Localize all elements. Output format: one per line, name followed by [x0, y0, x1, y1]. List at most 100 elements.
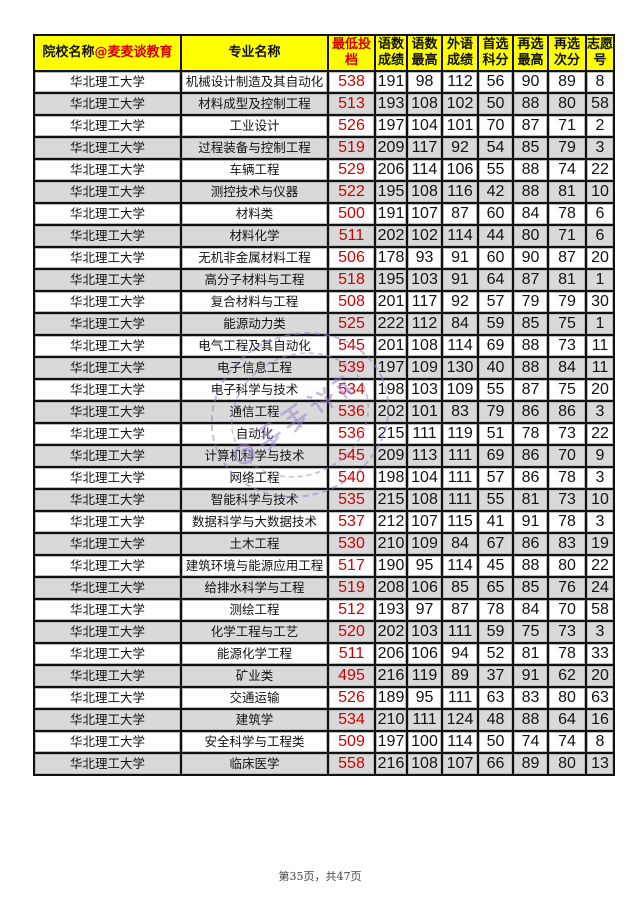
- cell-foreign: 109: [441, 378, 479, 402]
- cell-second-sub: 80: [547, 752, 587, 776]
- cell-cn-math: 178: [374, 246, 408, 270]
- cell-second-sub: 81: [547, 268, 587, 292]
- cell-min: 526: [327, 686, 376, 710]
- cell-major: 高分子材料与工程: [180, 268, 329, 292]
- table-row: 华北理工大学 网络工程 540 198 104 111 57 86 78 3: [33, 466, 615, 490]
- cell-choice-no: 24: [585, 576, 615, 600]
- cell-min: 534: [327, 378, 376, 402]
- cell-first-sub: 56: [477, 70, 514, 94]
- cell-cn-math: 193: [374, 92, 408, 116]
- cell-first-sub: 51: [477, 422, 514, 446]
- cell-first-sub: 69: [477, 444, 514, 468]
- cell-first-sub: 55: [477, 158, 514, 182]
- cell-cn-math-max: 104: [406, 114, 443, 138]
- table-row: 华北理工大学 计算机科学与技术 545 209 113 111 69 86 70 9: [33, 444, 615, 468]
- cell-major: 自动化: [180, 422, 329, 446]
- header-school: 院校名称@麦麦谈教育: [33, 34, 182, 72]
- cell-cn-math: 206: [374, 642, 408, 666]
- cell-foreign: 83: [441, 400, 479, 424]
- table-row: 华北理工大学 建筑学 534 210 111 124 48 88 64 16: [33, 708, 615, 732]
- cell-min: 512: [327, 598, 376, 622]
- cell-foreign: 101: [441, 114, 479, 138]
- cell-choice-no: 22: [585, 158, 615, 182]
- table-row: 华北理工大学 通信工程 536 202 101 83 79 86 86 3: [33, 400, 615, 424]
- cell-major: 材料类: [180, 202, 329, 226]
- cell-first-sub: 55: [477, 378, 514, 402]
- cell-min: 536: [327, 422, 376, 446]
- cell-second-max: 88: [512, 356, 549, 380]
- cell-first-sub: 55: [477, 488, 514, 512]
- header-foreign: 外语成绩: [441, 34, 479, 72]
- header-cn-math-max: 语数最高: [406, 34, 443, 72]
- cell-cn-math-max: 98: [406, 70, 443, 94]
- cell-choice-no: 33: [585, 642, 615, 666]
- page-footer: 第35页，共47页: [278, 870, 362, 883]
- cell-second-sub: 78: [547, 466, 587, 490]
- cell-foreign: 111: [441, 466, 479, 490]
- cell-foreign: 94: [441, 642, 479, 666]
- cell-school: 华北理工大学: [33, 312, 182, 336]
- cell-second-sub: 73: [547, 334, 587, 358]
- cell-foreign: 84: [441, 532, 479, 556]
- cell-school: 华北理工大学: [33, 356, 182, 380]
- cell-foreign: 130: [441, 356, 479, 380]
- cell-major: 材料化学: [180, 224, 329, 248]
- header-school-label: 院校名称: [42, 45, 95, 60]
- cell-foreign: 87: [441, 202, 479, 226]
- cell-choice-no: 58: [585, 92, 615, 116]
- cell-major: 测绘工程: [180, 598, 329, 622]
- cell-school: 华北理工大学: [33, 730, 182, 754]
- table-row: 华北理工大学 矿业类 495 216 119 89 37 91 62 20: [33, 664, 615, 688]
- cell-choice-no: 10: [585, 488, 615, 512]
- cell-min: 506: [327, 246, 376, 270]
- table-row: 华北理工大学 材料类 500 191 107 87 60 84 78 6: [33, 202, 615, 226]
- cell-second-max: 87: [512, 378, 549, 402]
- table-row: 华北理工大学 建筑环境与能源应用工程 517 190 95 114 45 88 80 22: [33, 554, 615, 578]
- cell-major: 无机非金属材料工程: [180, 246, 329, 270]
- header-choice-no: 志愿号: [585, 34, 615, 72]
- cell-cn-math: 206: [374, 158, 408, 182]
- cell-cn-math-max: 108: [406, 92, 443, 116]
- cell-choice-no: 19: [585, 532, 615, 556]
- cell-min: 540: [327, 466, 376, 490]
- cell-cn-math-max: 97: [406, 598, 443, 622]
- cell-choice-no: 9: [585, 444, 615, 468]
- cell-first-sub: 60: [477, 202, 514, 226]
- cell-min: 513: [327, 92, 376, 116]
- cell-major: 建筑学: [180, 708, 329, 732]
- cell-cn-math-max: 111: [406, 708, 443, 732]
- cell-second-sub: 79: [547, 290, 587, 314]
- cell-major: 测控技术与仪器: [180, 180, 329, 204]
- cell-foreign: 124: [441, 708, 479, 732]
- cell-min: 538: [327, 70, 376, 94]
- cell-major: 安全科学与工程类: [180, 730, 329, 754]
- cell-second-max: 86: [512, 532, 549, 556]
- cell-second-sub: 74: [547, 730, 587, 754]
- cell-first-sub: 59: [477, 620, 514, 644]
- cell-choice-no: 1: [585, 312, 615, 336]
- cell-first-sub: 48: [477, 708, 514, 732]
- cell-first-sub: 65: [477, 576, 514, 600]
- cell-second-max: 81: [512, 642, 549, 666]
- cell-second-sub: 73: [547, 620, 587, 644]
- cell-foreign: 102: [441, 92, 479, 116]
- cell-cn-math-max: 108: [406, 488, 443, 512]
- cell-second-max: 88: [512, 334, 549, 358]
- cell-foreign: 91: [441, 246, 479, 270]
- cell-school: 华北理工大学: [33, 576, 182, 600]
- cell-choice-no: 3: [585, 400, 615, 424]
- cell-choice-no: 1: [585, 268, 615, 292]
- cell-first-sub: 45: [477, 554, 514, 578]
- table-row: 华北理工大学 交通运输 526 189 95 111 63 83 80 63: [33, 686, 615, 710]
- cell-major: 给排水科学与工程: [180, 576, 329, 600]
- cell-cn-math: 222: [374, 312, 408, 336]
- cell-school: 华北理工大学: [33, 400, 182, 424]
- cell-major: 工业设计: [180, 114, 329, 138]
- cell-min: 522: [327, 180, 376, 204]
- cell-school: 华北理工大学: [33, 158, 182, 182]
- cell-first-sub: 52: [477, 642, 514, 666]
- cell-choice-no: 8: [585, 70, 615, 94]
- cell-school: 华北理工大学: [33, 532, 182, 556]
- cell-foreign: 111: [441, 620, 479, 644]
- cell-school: 华北理工大学: [33, 422, 182, 446]
